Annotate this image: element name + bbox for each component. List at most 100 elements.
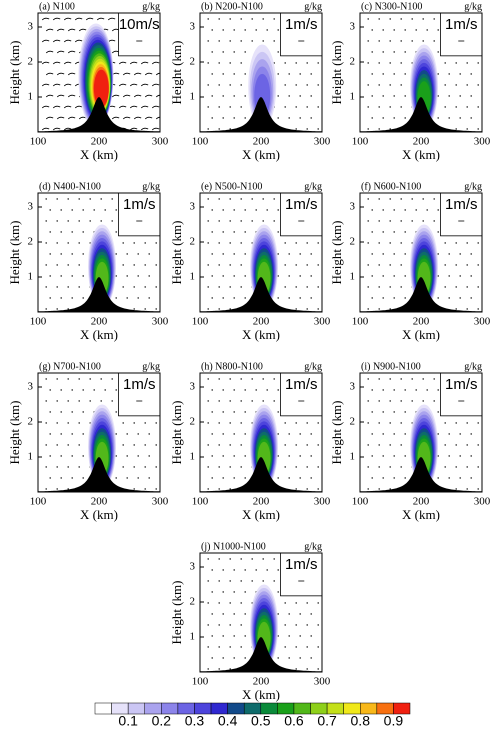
wind-dot xyxy=(367,264,369,266)
wind-dot xyxy=(122,422,124,424)
wind-dot xyxy=(299,635,301,637)
wind-barb xyxy=(45,50,54,54)
wind-dot xyxy=(470,297,472,299)
wind-dot xyxy=(466,308,468,310)
wind-dot xyxy=(284,444,286,446)
wind-dot xyxy=(240,220,242,222)
panel-title: (f) N600-N100 xyxy=(361,181,421,192)
wind-barb xyxy=(45,116,54,120)
wind-dot xyxy=(240,40,242,42)
wind-dot xyxy=(104,209,106,211)
y-axis-label: Height (km) xyxy=(169,581,184,645)
wind-dot xyxy=(422,220,424,222)
wind-dot xyxy=(78,444,80,446)
ref-label: 1m/s xyxy=(445,376,478,393)
plot-area xyxy=(200,193,322,312)
wind-dot xyxy=(56,220,58,222)
wind-dot xyxy=(367,286,369,288)
wind-dot xyxy=(367,106,369,108)
wind-dot xyxy=(115,389,117,391)
wind-dot xyxy=(306,128,308,130)
wind-dot xyxy=(284,646,286,648)
wind-dot xyxy=(426,29,428,31)
wind-dot xyxy=(207,378,209,380)
y-tick-label: 3 xyxy=(28,381,34,393)
wind-dot xyxy=(233,51,235,53)
wind-dot xyxy=(133,242,135,244)
wind-dot xyxy=(367,62,369,64)
wind-dot xyxy=(56,422,58,424)
wind-dot xyxy=(306,106,308,108)
wind-dot xyxy=(389,242,391,244)
wind-dot xyxy=(45,286,47,288)
wind-dot xyxy=(367,400,369,402)
wind-dot xyxy=(317,444,319,446)
wind-dot xyxy=(310,657,312,659)
colorbar-tick-label: 0.4 xyxy=(218,713,238,729)
x-tick-label: 100 xyxy=(192,316,209,328)
wind-dot xyxy=(240,18,242,20)
wind-dot xyxy=(122,444,124,446)
wind-dot xyxy=(67,378,69,380)
wind-dot xyxy=(437,73,439,75)
panel: 1m/s 100 200 300 1 2 3 (f) N600-N100 g/kg X (km) H… xyxy=(329,181,491,342)
unit-label: g/kg xyxy=(464,361,482,372)
wind-dot xyxy=(229,558,231,560)
colorbar-tick-label: 0.1 xyxy=(118,713,138,729)
wind-dot xyxy=(218,400,220,402)
wind-dot xyxy=(389,444,391,446)
wind-dot xyxy=(229,242,231,244)
wind-barb xyxy=(56,72,65,76)
wind-dot xyxy=(211,477,213,479)
x-tick-label: 200 xyxy=(413,316,430,328)
wind-dot xyxy=(78,378,80,380)
wind-dot xyxy=(211,455,213,457)
colorbar-tick-label: 0.9 xyxy=(384,713,404,729)
wind-dot xyxy=(393,389,395,391)
y-tick-label: 3 xyxy=(190,21,196,33)
wind-dot xyxy=(295,84,297,86)
wind-barb xyxy=(129,105,138,109)
wind-dot xyxy=(277,613,279,615)
terrain xyxy=(38,457,160,492)
ref-label: 1m/s xyxy=(285,16,318,33)
wind-dot xyxy=(310,117,312,119)
wind-dot xyxy=(211,635,213,637)
wind-dot xyxy=(211,433,213,435)
wind-dot xyxy=(133,488,135,490)
wind-barb xyxy=(52,83,61,87)
wind-dot xyxy=(126,275,128,277)
x-axis-label: X (km) xyxy=(242,507,280,522)
wind-dot xyxy=(222,253,224,255)
wind-dot xyxy=(56,488,58,490)
wind-dot xyxy=(45,444,47,446)
wind-dot xyxy=(78,286,80,288)
wind-dot xyxy=(404,253,406,255)
y-tick-label: 1 xyxy=(28,451,34,463)
wind-dot xyxy=(233,591,235,593)
wind-dot xyxy=(122,286,124,288)
wind-dot xyxy=(244,73,246,75)
x-axis-label: X (km) xyxy=(402,147,440,162)
wind-dot xyxy=(400,242,402,244)
wind-dot xyxy=(422,40,424,42)
wind-dot xyxy=(240,62,242,64)
x-axis-label: X (km) xyxy=(80,327,118,342)
wind-dot xyxy=(382,117,384,119)
wind-dot xyxy=(288,635,290,637)
wind-dot xyxy=(100,198,102,200)
wind-dot xyxy=(126,433,128,435)
wind-dot xyxy=(437,389,439,391)
wind-dot xyxy=(218,444,220,446)
wind-dot xyxy=(222,95,224,97)
plot-area xyxy=(38,193,160,312)
wind-dot xyxy=(371,275,373,277)
wind-dot xyxy=(89,198,91,200)
wind-dot xyxy=(284,106,286,108)
wind-dot xyxy=(218,422,220,424)
wind-dot xyxy=(262,400,264,402)
wind-barb xyxy=(129,61,138,65)
wind-dot xyxy=(115,455,117,457)
wind-barb xyxy=(78,28,87,32)
x-tick-label: 100 xyxy=(192,136,209,148)
